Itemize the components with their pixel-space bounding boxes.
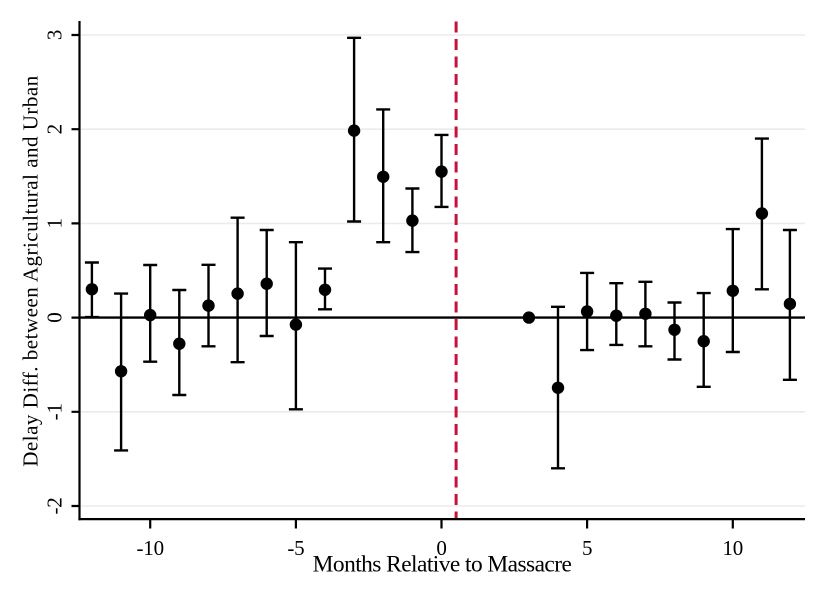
svg-text:-10: -10 xyxy=(136,536,163,560)
svg-text:1: 1 xyxy=(43,218,67,228)
svg-text:Months Relative to Massacre: Months Relative to Massacre xyxy=(313,552,572,578)
svg-text:-2: -2 xyxy=(43,497,67,514)
svg-text:0: 0 xyxy=(43,312,67,322)
svg-text:-5: -5 xyxy=(287,536,304,560)
svg-text:Delay Diff. between Agricultur: Delay Diff. between Agricultural and Urb… xyxy=(18,75,42,466)
svg-text:-1: -1 xyxy=(43,403,67,420)
svg-text:10: 10 xyxy=(722,536,743,560)
svg-text:2: 2 xyxy=(43,124,67,134)
svg-text:0: 0 xyxy=(436,536,446,560)
svg-text:5: 5 xyxy=(582,536,592,560)
svg-text:3: 3 xyxy=(43,30,67,40)
